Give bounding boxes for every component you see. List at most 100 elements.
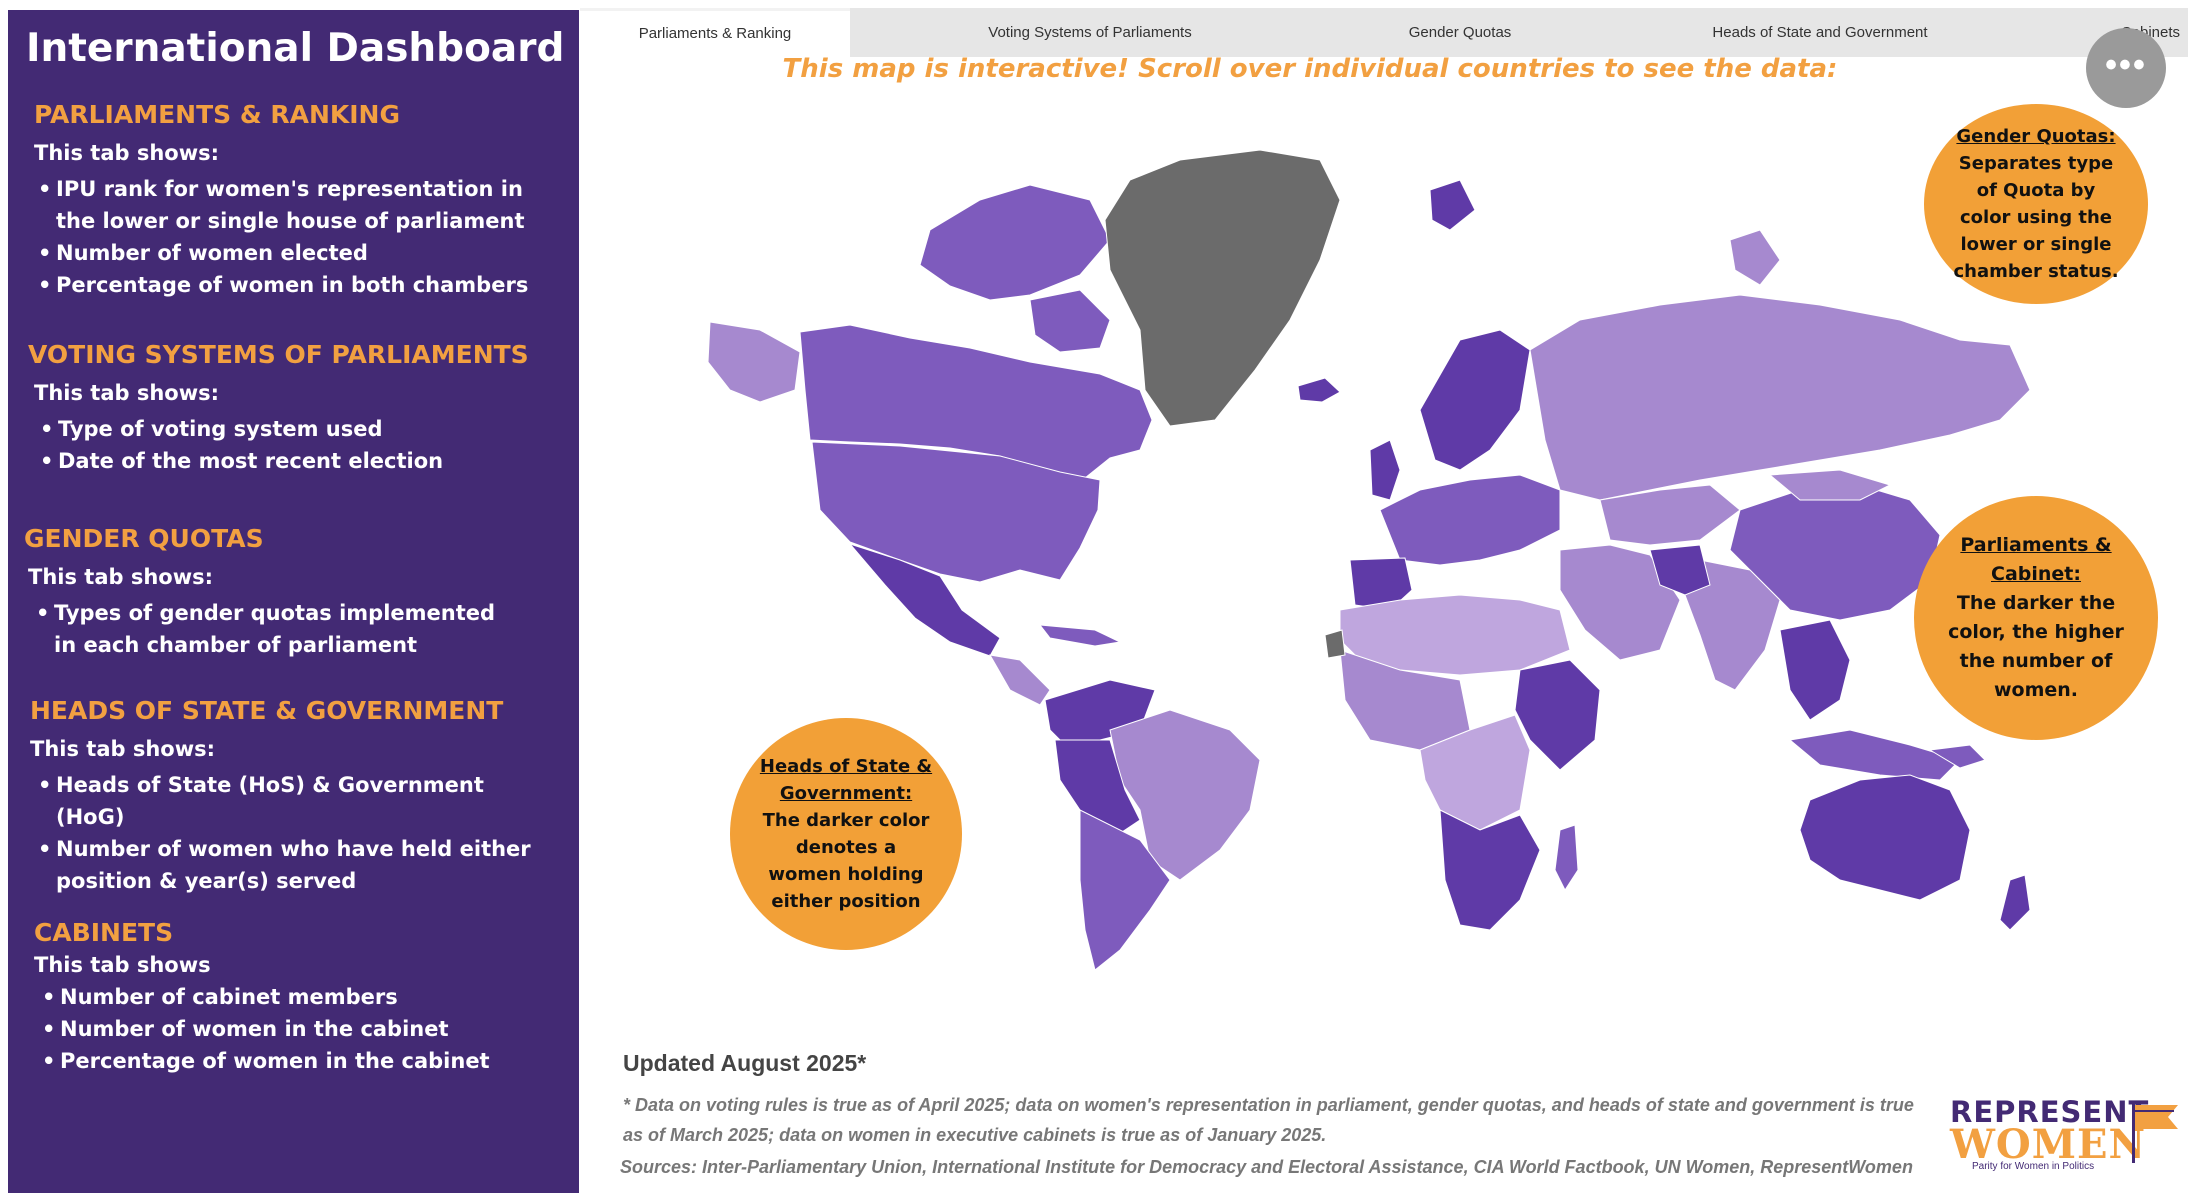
data-note: * Data on voting rules is true as of Apr…	[623, 1095, 1914, 1145]
section-subheading: This tab shows	[34, 953, 211, 977]
tab-heads-of-state[interactable]: Heads of State and Government	[1712, 24, 1928, 41]
region-western-europe[interactable]	[1379, 474, 1561, 566]
country-canada-arctic[interactable]	[919, 184, 1111, 301]
section-heading: HEADS OF STATE & GOVERNMENT	[30, 696, 504, 725]
section-heading: PARLIAMENTS & RANKING	[34, 100, 400, 129]
bubble-line: of Quota by	[1976, 180, 2096, 201]
region-central-america[interactable]	[989, 654, 1051, 706]
list-item: Percentage of women in the cabinet	[38, 1045, 605, 1077]
parliaments-cabinet-legend-bubble: Parliaments & Cabinet: The darker the co…	[1914, 496, 2158, 740]
country-india[interactable]	[1684, 559, 1781, 691]
country-papua-new-guinea[interactable]	[1928, 744, 1986, 769]
bubble-line: women holding	[768, 864, 924, 885]
country-greenland[interactable]	[1104, 149, 1341, 427]
bubble-line: color, the higher	[1948, 621, 2124, 643]
list-item: Number of women who have held either pos…	[34, 833, 554, 897]
country-russia-islands[interactable]	[1729, 229, 1781, 286]
section-voting-systems: VOTING SYSTEMS OF PARLIAMENTS This tab s…	[28, 340, 599, 477]
bubble-line: color using the	[1959, 207, 2112, 228]
list-item: Types of gender quotas implemented in ea…	[32, 597, 512, 661]
world-map[interactable]	[700, 90, 2080, 990]
section-heading: CABINETS	[34, 918, 174, 947]
list-item: Type of voting system used	[36, 413, 599, 445]
country-mongolia[interactable]	[1768, 469, 1892, 501]
country-russia[interactable]	[1529, 294, 2031, 501]
tab-voting-systems[interactable]: Voting Systems of Parliaments	[988, 24, 1192, 41]
bubble-title: Heads of State &	[759, 756, 933, 777]
region-southern-africa[interactable]	[1439, 809, 1541, 931]
country-peru-bolivia[interactable]	[1054, 739, 1141, 841]
sources-text: Sources: Inter-Parliamentary Union, Inte…	[620, 1157, 1913, 1177]
list-item: Date of the most recent election	[36, 445, 599, 477]
section-heading: VOTING SYSTEMS OF PARLIAMENTS	[28, 340, 529, 369]
section-subheading: This tab shows:	[30, 737, 216, 761]
tab-parliaments-ranking[interactable]: Parliaments & Ranking	[580, 8, 850, 57]
list-item: Number of women in the cabinet	[38, 1013, 605, 1045]
country-usa[interactable]	[811, 441, 1101, 583]
bubble-title: Government:	[779, 783, 913, 804]
country-canada[interactable]	[799, 324, 1153, 483]
sidebar-title: International Dashboard	[26, 26, 565, 71]
list-item: Heads of State (HoS) & Government (HoG)	[34, 769, 554, 833]
region-caribbean[interactable]	[1038, 624, 1122, 647]
section-list: Type of voting system used Date of the m…	[36, 413, 599, 477]
bubble-line: women.	[1993, 679, 2079, 701]
updated-date: Updated August 2025*	[623, 1050, 867, 1076]
logo-line2: WOMEN	[1950, 1121, 2147, 1168]
country-argentina-chile[interactable]	[1079, 809, 1171, 971]
bubble-line: The darker the	[1956, 592, 2116, 614]
country-new-zealand[interactable]	[1999, 874, 2031, 931]
bubble-title: Parliaments &	[1960, 534, 2112, 556]
country-scandinavia[interactable]	[1419, 329, 1531, 471]
representwomen-logo: REPRESENT WOMEN Parity for Women in Poli…	[1950, 1095, 2180, 1175]
country-mexico[interactable]	[848, 542, 1001, 657]
bubble-title: Cabinet:	[1991, 563, 2081, 585]
country-brazil[interactable]	[1109, 709, 1261, 881]
country-iceland[interactable]	[1297, 377, 1341, 403]
country-canada-baffin[interactable]	[1029, 289, 1111, 353]
country-uk[interactable]	[1369, 439, 1401, 501]
section-gender-quotas: GENDER QUOTAS This tab shows: Types of g…	[24, 524, 595, 661]
list-item: Percentage of women in both chambers	[34, 269, 554, 301]
tab-bar: Parliaments & Ranking Voting Systems of …	[580, 8, 2188, 57]
region-east-africa[interactable]	[1514, 659, 1601, 771]
heads-of-state-legend-bubble: Heads of State & Government: The darker …	[730, 718, 962, 950]
bubble-line: chamber status.	[1953, 261, 2119, 282]
country-madagascar[interactable]	[1554, 824, 1579, 892]
region-southeast-asia[interactable]	[1779, 619, 1851, 721]
section-parliaments-ranking: PARLIAMENTS & RANKING This tab shows: IP…	[34, 100, 605, 301]
flag-icon	[2132, 1101, 2178, 1163]
section-list: IPU rank for women's representation in t…	[34, 173, 554, 301]
list-item: IPU rank for women's representation in t…	[34, 173, 554, 237]
bubble-line: Separates type	[1958, 153, 2114, 174]
region-middle-east[interactable]	[1559, 544, 1681, 661]
bubble-line: either position	[771, 891, 921, 912]
bubble-line: denotes a	[795, 837, 897, 858]
bubble-line: lower or single	[1960, 234, 2112, 255]
region-central-africa[interactable]	[1419, 714, 1531, 831]
bubble-line: the number of	[1959, 650, 2113, 672]
region-indonesia[interactable]	[1788, 729, 1961, 781]
bubble-line: The darker color	[762, 810, 930, 831]
section-subheading: This tab shows:	[28, 565, 214, 589]
country-western-sahara[interactable]	[1324, 629, 1346, 659]
country-afghanistan-pakistan[interactable]	[1649, 544, 1711, 596]
country-alaska[interactable]	[707, 321, 801, 403]
logo-line1: REPRESENT	[1950, 1095, 2150, 1129]
bubble-title: Gender Quotas:	[1956, 126, 2116, 147]
section-cabinets: CABINETS This tab shows Number of cabine…	[34, 918, 605, 1077]
logo-tagline: Parity for Women in Politics	[1972, 1161, 2095, 1172]
section-subheading: This tab shows:	[34, 381, 220, 405]
country-australia[interactable]	[1799, 774, 1971, 901]
more-options-button[interactable]: •••	[2086, 28, 2166, 108]
sidebar: International Dashboard PARLIAMENTS & RA…	[8, 10, 579, 1193]
section-subheading: This tab shows:	[34, 141, 220, 165]
section-list: Types of gender quotas implemented in ea…	[32, 597, 512, 661]
country-svalbard-arctic[interactable]	[1429, 179, 1476, 231]
section-list: Heads of State (HoS) & Government (HoG) …	[34, 769, 554, 897]
section-heads-of-state: HEADS OF STATE & GOVERNMENT This tab sho…	[30, 696, 601, 897]
gender-quotas-legend-bubble: Gender Quotas: Separates type of Quota b…	[1924, 104, 2148, 304]
map-instructions: This map is interactive! Scroll over ind…	[782, 54, 1838, 84]
tab-gender-quotas[interactable]: Gender Quotas	[1408, 24, 1512, 41]
region-central-asia[interactable]	[1599, 484, 1741, 546]
